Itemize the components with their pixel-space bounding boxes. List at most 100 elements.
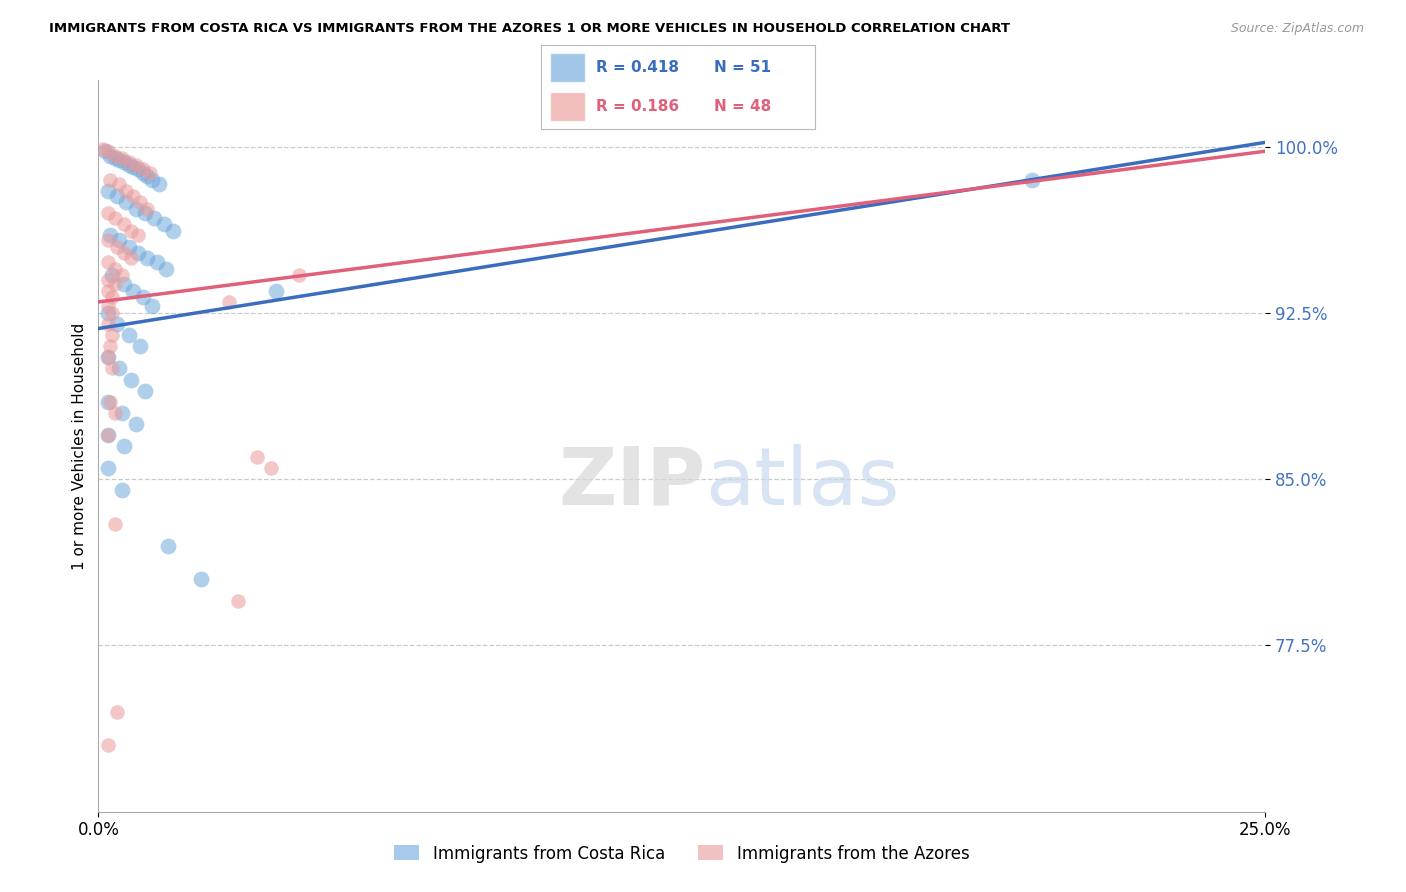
Point: [129, 339, 152, 353]
Text: N = 48: N = 48: [714, 99, 772, 114]
Point: [155, 261, 177, 276]
Point: [260, 461, 283, 475]
Point: [136, 169, 159, 183]
Point: [98, 394, 121, 409]
Point: [97, 206, 120, 220]
Point: [104, 406, 127, 420]
Point: [134, 384, 156, 398]
Point: [288, 268, 311, 283]
Point: [111, 483, 134, 498]
Point: [101, 306, 124, 320]
Y-axis label: 1 or more Vehicles in Household: 1 or more Vehicles in Household: [72, 322, 87, 570]
Point: [104, 148, 127, 162]
Point: [112, 439, 135, 453]
Point: [104, 151, 127, 165]
Point: [132, 291, 155, 305]
Point: [118, 328, 141, 343]
Point: [112, 218, 135, 232]
Point: [122, 188, 145, 202]
Point: [120, 372, 142, 386]
Point: [190, 572, 212, 586]
Point: [101, 328, 124, 343]
Point: [97, 394, 120, 409]
Point: [105, 239, 128, 253]
Point: [136, 202, 159, 216]
Point: [139, 166, 162, 180]
Point: [98, 228, 121, 243]
Point: [105, 317, 128, 331]
Text: N = 51: N = 51: [714, 60, 770, 75]
Point: [162, 224, 184, 238]
Point: [97, 145, 120, 159]
Point: [98, 339, 121, 353]
Point: [122, 284, 145, 298]
Legend: Immigrants from Costa Rica, Immigrants from the Azores: Immigrants from Costa Rica, Immigrants f…: [388, 838, 976, 869]
Point: [101, 268, 124, 283]
Point: [94, 145, 117, 159]
Point: [118, 155, 141, 169]
Point: [246, 450, 269, 464]
Point: [97, 299, 120, 313]
Point: [101, 361, 124, 376]
Point: [120, 224, 142, 238]
Text: IMMIGRANTS FROM COSTA RICA VS IMMIGRANTS FROM THE AZORES 1 OR MORE VEHICLES IN H: IMMIGRANTS FROM COSTA RICA VS IMMIGRANTS…: [49, 22, 1010, 36]
Point: [120, 251, 142, 265]
Point: [122, 160, 145, 174]
Point: [127, 228, 149, 243]
Point: [264, 284, 287, 298]
Point: [125, 417, 148, 431]
Point: [148, 178, 170, 192]
Point: [125, 202, 148, 216]
Point: [146, 255, 169, 269]
Point: [104, 516, 127, 531]
Point: [132, 166, 155, 180]
Point: [97, 306, 120, 320]
Point: [98, 173, 121, 187]
Point: [97, 233, 120, 247]
Point: [143, 211, 166, 225]
Point: [105, 188, 128, 202]
Point: [108, 178, 131, 192]
Point: [112, 246, 135, 260]
Point: [132, 161, 155, 176]
Point: [157, 539, 180, 553]
Point: [97, 738, 120, 752]
Point: [97, 184, 120, 198]
Point: [97, 317, 120, 331]
Point: [111, 151, 134, 165]
Point: [115, 195, 138, 210]
Point: [108, 153, 131, 167]
Point: [111, 406, 134, 420]
Point: [118, 239, 141, 253]
Point: [97, 273, 120, 287]
Point: [127, 246, 149, 260]
FancyBboxPatch shape: [550, 92, 585, 120]
Point: [134, 206, 156, 220]
Point: [104, 277, 127, 292]
Point: [141, 173, 163, 187]
Point: [115, 184, 138, 198]
Point: [152, 218, 174, 232]
Point: [111, 268, 134, 283]
Point: [105, 705, 128, 719]
Point: [97, 284, 120, 298]
Point: [112, 155, 135, 169]
Point: [97, 351, 120, 365]
Point: [218, 294, 240, 309]
Point: [97, 428, 120, 442]
Point: [98, 148, 121, 162]
Point: [97, 461, 120, 475]
FancyBboxPatch shape: [550, 54, 585, 82]
Point: [125, 157, 148, 171]
Text: R = 0.186: R = 0.186: [596, 99, 679, 114]
Point: [129, 195, 152, 210]
Point: [108, 361, 131, 376]
Point: [101, 291, 124, 305]
Point: [97, 255, 120, 269]
Point: [118, 157, 141, 171]
Point: [112, 277, 135, 292]
Text: atlas: atlas: [706, 443, 900, 522]
Point: [91, 142, 114, 156]
Text: R = 0.418: R = 0.418: [596, 60, 679, 75]
Point: [127, 161, 149, 176]
